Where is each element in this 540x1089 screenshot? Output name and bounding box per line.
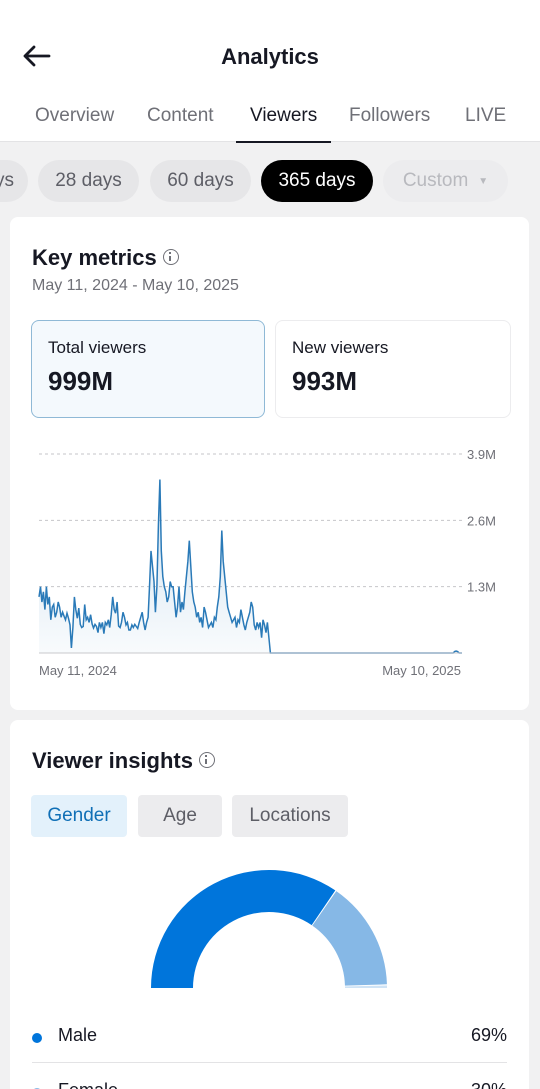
- chip-7-days[interactable]: 7 days: [0, 160, 28, 202]
- legend-pct-female: 30%: [471, 1080, 507, 1089]
- gauge-segment-other: [344, 985, 387, 988]
- metric-label: New viewers: [292, 338, 389, 357]
- x-tick-end: May 10, 2025: [382, 663, 461, 678]
- viewer-insights-heading: Viewer insights: [32, 748, 215, 774]
- page-title: Analytics: [221, 44, 319, 69]
- key-metrics-date-range: May 11, 2024 - May 10, 2025: [32, 277, 239, 294]
- info-icon[interactable]: [162, 249, 179, 266]
- back-button[interactable]: [18, 38, 54, 74]
- back-arrow-icon: [23, 45, 51, 67]
- viewer-insights-title: Viewer insights: [32, 748, 193, 773]
- metric-value: 999M: [48, 366, 114, 396]
- tab-live[interactable]: LIVE: [465, 105, 507, 126]
- tab-bar: Overview Content Viewers Followers LIVE: [0, 100, 540, 143]
- legend-label-male: Male: [58, 1025, 98, 1045]
- chip-60-days[interactable]: 60 days: [150, 160, 251, 202]
- gauge-segment-male: [151, 870, 336, 988]
- chip-28-days[interactable]: 28 days: [38, 160, 139, 202]
- tab-overview[interactable]: Overview: [35, 105, 115, 126]
- x-tick-start: May 11, 2024: [39, 663, 117, 678]
- gender-donut-chart[interactable]: [149, 868, 389, 993]
- y-tick-label: 2.6M: [467, 513, 496, 528]
- tab-content[interactable]: Content: [147, 105, 214, 126]
- metric-card-total-viewers[interactable]: Total viewers 999M: [31, 320, 265, 418]
- metric-value: 993M: [292, 366, 358, 396]
- legend-row-male: Male 69%: [32, 1021, 507, 1063]
- info-icon[interactable]: [198, 752, 215, 769]
- date-range-selector: 7 days 28 days 60 days 365 days Custom ▼: [0, 142, 540, 218]
- filter-age[interactable]: Age: [138, 795, 222, 837]
- legend-row-female: Female 30%: [32, 1076, 507, 1089]
- tab-followers[interactable]: Followers: [349, 105, 431, 126]
- male-color-dot: [32, 1033, 42, 1043]
- key-metrics-heading: Key metrics: [32, 245, 179, 271]
- viewers-line-chart[interactable]: 1.3M 2.6M 3.9M May 11, 2024 May 10, 2025: [10, 437, 529, 687]
- viewer-insights-card: Viewer insights Gender Age Locations Mal…: [10, 720, 529, 1089]
- legend-label-female: Female: [58, 1080, 118, 1089]
- top-bar: Analytics: [0, 0, 540, 100]
- chip-365-days[interactable]: 365 days: [261, 160, 373, 202]
- legend-pct-male: 69%: [470, 1025, 507, 1045]
- caret-down-icon: ▼: [478, 175, 489, 187]
- filter-gender[interactable]: Gender: [31, 795, 127, 837]
- metric-card-new-viewers[interactable]: New viewers 993M: [275, 320, 511, 418]
- y-tick-label: 3.9M: [467, 447, 496, 462]
- chip-custom[interactable]: Custom ▼: [383, 160, 508, 202]
- chip-custom-label: Custom: [402, 170, 469, 191]
- key-metrics-card: Key metrics May 11, 2024 - May 10, 2025 …: [10, 217, 529, 710]
- key-metrics-title: Key metrics: [32, 245, 157, 270]
- filter-locations[interactable]: Locations: [232, 795, 348, 837]
- tab-viewers[interactable]: Viewers: [235, 105, 332, 143]
- chart-area-fill: [39, 479, 462, 653]
- metric-label: Total viewers: [48, 338, 147, 357]
- y-tick-label: 1.3M: [467, 580, 496, 595]
- gauge-segment-female: [312, 891, 387, 986]
